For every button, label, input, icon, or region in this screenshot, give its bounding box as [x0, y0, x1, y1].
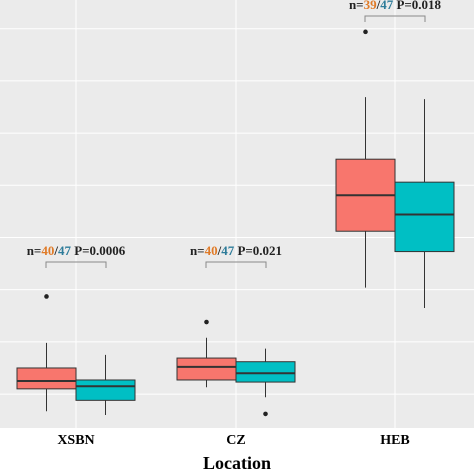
- x-axis-label: Location: [203, 453, 271, 473]
- box: [16, 367, 77, 390]
- annotation: n=40/47 P=0.021: [190, 243, 282, 258]
- annotation-p: P=0.021: [237, 243, 282, 258]
- annotation: n=40/47 P=0.0006: [27, 243, 126, 258]
- annotation-n1: 39: [364, 0, 378, 12]
- x-tick-label: XSBN: [57, 433, 94, 448]
- outlier: [363, 29, 368, 35]
- significance-bracket: [364, 15, 426, 22]
- annotation-n1: 40: [41, 243, 54, 258]
- outlier: [204, 319, 209, 325]
- annotation-p: P=0.0006: [74, 243, 126, 258]
- annotation-p: P=0.018: [396, 0, 441, 12]
- annotation-n2: 47: [58, 243, 72, 258]
- significance-bracket: [205, 261, 267, 268]
- annotation-n2: 47: [221, 243, 235, 258]
- annotation-sep: /: [376, 0, 381, 12]
- annotation-prefix: n=: [27, 243, 42, 258]
- annotation-sep: /: [53, 243, 58, 258]
- box: [75, 379, 136, 401]
- annotation-prefix: n=: [190, 243, 205, 258]
- x-tick-label: HEB: [380, 433, 410, 448]
- box: [394, 181, 455, 253]
- significance-bracket: [45, 261, 107, 268]
- annotation: n=39/47 P=0.018: [349, 0, 442, 12]
- x-tick-label: CZ: [226, 433, 245, 448]
- outlier: [263, 411, 268, 417]
- annotation-prefix: n=: [349, 0, 364, 12]
- outlier: [44, 294, 49, 299]
- box: [235, 361, 296, 383]
- annotation-n1: 40: [205, 243, 218, 258]
- annotation-n2: 47: [380, 0, 394, 12]
- annotation-sep: /: [217, 243, 222, 258]
- box: [176, 357, 237, 381]
